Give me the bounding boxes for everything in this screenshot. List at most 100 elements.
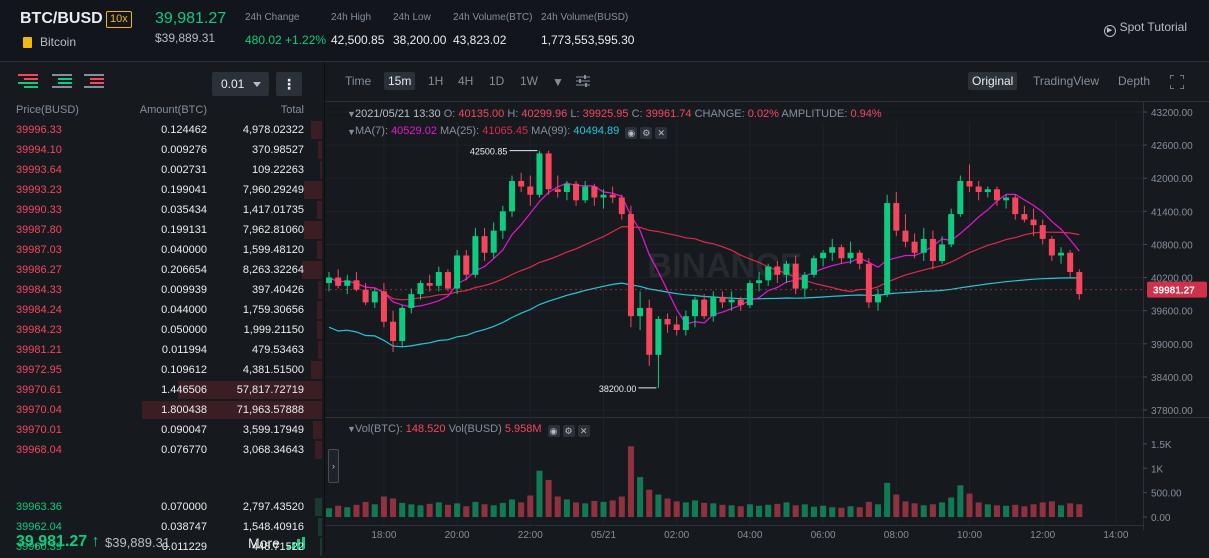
volume-bar [710, 503, 717, 517]
ask-row[interactable]: 39996.33 0.124462 4,978.02322 [0, 120, 322, 140]
tf-1w[interactable]: 1W [520, 74, 538, 88]
candle-body [719, 296, 726, 303]
row-price: 39981.21 [16, 344, 62, 356]
eye-icon[interactable]: ◉ [625, 127, 638, 139]
volume-bar [884, 482, 891, 517]
volume-bar [573, 502, 580, 517]
bid-row[interactable]: 39960.39 0.011229 448.71522 [0, 537, 322, 557]
time-axis-line [325, 525, 1143, 526]
volume-bar [362, 501, 369, 517]
volume-bar [993, 505, 1000, 517]
bid-row[interactable]: 39963.36 0.070000 2,797.43520 [0, 497, 322, 517]
chevron-down-icon[interactable]: ▼ [552, 75, 564, 89]
row-amount: 0.011994 [161, 344, 207, 356]
spot-tutorial-link[interactable]: ▶ Spot Tutorial [1103, 20, 1187, 37]
ask-row[interactable]: 39972.95 0.109612 4,381.51500 [0, 360, 322, 380]
ask-row[interactable]: 39981.21 0.011994 479.53463 [0, 340, 322, 360]
view-tradingview[interactable]: TradingView [1033, 74, 1100, 88]
depth-bar [318, 341, 322, 359]
leverage-badge[interactable]: 10x [106, 11, 132, 28]
candle-body [1012, 197, 1019, 215]
ask-row[interactable]: 39970.01 0.090047 3,599.17949 [0, 420, 322, 440]
tf-15m[interactable]: 15m [384, 72, 416, 90]
row-price: 39990.33 [16, 204, 62, 216]
volume-bar [627, 446, 634, 517]
tf-time[interactable]: Time [345, 74, 372, 88]
ask-row[interactable]: 39984.23 0.050000 1,999.21150 [0, 320, 322, 340]
ask-row[interactable]: 39987.03 0.040000 1,599.48120 [0, 240, 322, 260]
view-asks-icon[interactable] [84, 73, 104, 89]
bid-row[interactable]: 39962.04 0.038747 1,548.40916 [0, 517, 322, 537]
depth-bar [178, 381, 322, 399]
orderbook-more-button[interactable]: ⋮ [276, 72, 302, 96]
collapse-ma-icon[interactable]: ▼ [347, 127, 356, 137]
close-icon[interactable]: ✕ [655, 127, 668, 139]
volume-bar [911, 503, 918, 517]
indicator-settings-icon[interactable] [576, 74, 590, 88]
coin-name-link[interactable]: Bitcoin [40, 35, 77, 49]
view-depth[interactable]: Depth [1118, 74, 1151, 88]
ask-row[interactable]: 39993.64 0.002731 109.22263 [0, 160, 322, 180]
symbol-title[interactable]: BTC/BUSD [20, 10, 103, 27]
ask-row[interactable]: 39984.33 0.009939 397.40426 [0, 280, 322, 300]
view-both-icon[interactable] [18, 73, 38, 89]
row-price: 39962.04 [16, 521, 62, 533]
bar-chart-icon[interactable] [287, 537, 305, 549]
ask-row[interactable]: 39994.10 0.009276 370.98527 [0, 140, 322, 160]
ask-row[interactable]: 39990.33 0.035434 1,417.01735 [0, 200, 322, 220]
volume-bar [618, 496, 625, 517]
view-original[interactable]: Original [968, 72, 1018, 90]
eye-icon[interactable]: ◉ [547, 425, 560, 437]
collapse-volume-icon[interactable]: ▼ [347, 424, 356, 434]
row-total: 2,797.43520 [242, 501, 304, 513]
settings-icon[interactable]: ⚙ [562, 425, 575, 437]
row-amount: 0.035434 [161, 204, 207, 216]
binance-watermark: BINANCE [648, 247, 803, 285]
collapse-legend-icon[interactable]: ▼ [347, 109, 356, 119]
view-bids-icon[interactable] [52, 73, 72, 89]
tf-4h[interactable]: 4H [458, 74, 474, 88]
row-total: 8,263.32264 [242, 264, 304, 276]
candle-body [911, 241, 918, 253]
volume-bar [326, 508, 332, 517]
candle-body [353, 280, 360, 290]
ask-row[interactable]: 39993.23 0.199041 7,960.29249 [0, 180, 322, 200]
ask-row[interactable]: 39984.24 0.044000 1,759.30656 [0, 300, 322, 320]
pane-divider [325, 417, 1209, 418]
row-amount: 0.199041 [161, 184, 207, 196]
ma25-label: MA(25): [440, 125, 480, 137]
candlestick-chart[interactable]: 43200.00 42600.00 42000.00 41400.00 40800.00… [325, 62, 1209, 552]
current-price-label: 39981.27 [1153, 286, 1195, 297]
tick-size-select[interactable]: 0.01 [212, 72, 269, 96]
more-link[interactable]: More [248, 535, 280, 551]
volume-bar [609, 500, 616, 517]
volume-tick-label: 1K [1151, 464, 1164, 475]
candle-body [627, 214, 634, 317]
ask-row[interactable]: 39986.27 0.206654 8,263.32264 [0, 260, 322, 280]
settings-icon[interactable]: ⚙ [640, 127, 653, 139]
candle-body [481, 236, 488, 253]
volume-bar [554, 496, 561, 517]
ask-row[interactable]: 39970.04 1.800438 71,963.57888 [0, 400, 322, 420]
candle-body [664, 318, 671, 325]
price-tick-label: 37800.00 [1151, 406, 1193, 417]
max-price-label: 42500.85 [470, 147, 508, 157]
l-label: L: [570, 108, 580, 120]
ask-row[interactable]: 39970.61 1.446506 57,817.72719 [0, 380, 322, 400]
ask-row[interactable]: 39987.80 0.199131 7,962.81060 [0, 220, 322, 240]
row-amount: 0.199131 [161, 224, 207, 236]
close-icon[interactable]: ✕ [577, 425, 590, 437]
tf-1d[interactable]: 1D [489, 74, 505, 88]
tf-1h[interactable]: 1H [428, 74, 444, 88]
tick-size-value: 0.01 [221, 77, 245, 91]
volume-bar [380, 496, 387, 517]
candle-body [1067, 252, 1074, 273]
row-price: 39987.80 [16, 224, 62, 236]
stat-24h-volume-busd: 24h Volume(BUSD) 1,773,553,595.30 [541, 12, 634, 49]
ask-row[interactable]: 39968.04 0.076770 3,068.34643 [0, 440, 322, 460]
stat-24h-low: 24h Low 38,200.00 [393, 12, 446, 49]
candle-body [509, 180, 515, 212]
expand-panel-button[interactable]: › [328, 449, 339, 483]
row-total: 370.98527 [252, 144, 304, 156]
candle-body [765, 266, 772, 281]
